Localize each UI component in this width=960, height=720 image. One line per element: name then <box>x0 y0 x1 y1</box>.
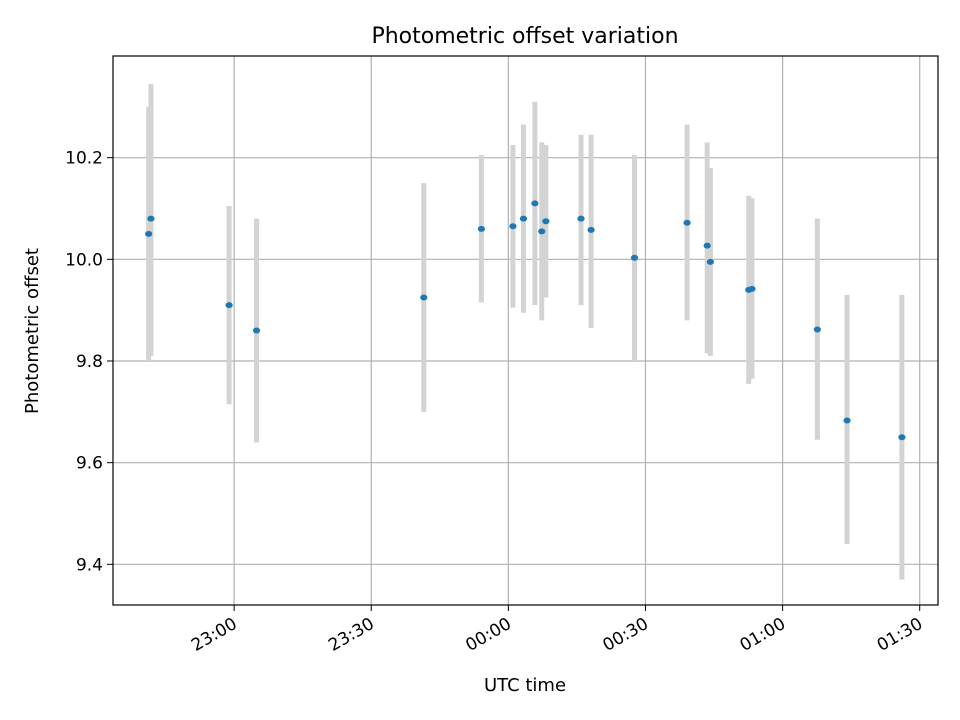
chart-title: Photometric offset variation <box>371 24 678 49</box>
data-point <box>420 294 428 301</box>
data-points <box>145 200 906 441</box>
data-point <box>531 200 539 207</box>
data-point <box>577 215 585 222</box>
data-point <box>683 219 691 226</box>
plot-frame <box>112 55 939 606</box>
data-point <box>252 327 261 334</box>
y-axis: 9.4 9.6 9.8 10.0 10.2 <box>65 149 113 575</box>
y-tick-label: 10.2 <box>65 149 103 169</box>
data-point <box>509 223 517 230</box>
data-point <box>706 258 714 265</box>
data-point <box>519 215 528 222</box>
x-axis-label: UTC time <box>484 675 566 696</box>
data-point <box>145 230 153 237</box>
data-point <box>813 326 821 333</box>
data-point <box>898 434 906 441</box>
data-point <box>703 242 711 249</box>
data-point <box>225 302 233 309</box>
y-tick-label: 9.6 <box>76 454 103 474</box>
y-tick-label: 9.8 <box>76 352 103 372</box>
y-tick-label: 10.0 <box>65 250 103 270</box>
y-tick-label: 9.4 <box>76 555 103 575</box>
data-point <box>542 218 550 225</box>
data-point <box>147 215 155 222</box>
data-point <box>843 417 851 424</box>
data-point <box>630 254 639 261</box>
y-axis-label: Photometric offset <box>22 248 43 414</box>
data-point <box>748 285 756 292</box>
data-point <box>587 226 595 233</box>
data-point <box>538 228 546 235</box>
data-point <box>477 225 485 232</box>
